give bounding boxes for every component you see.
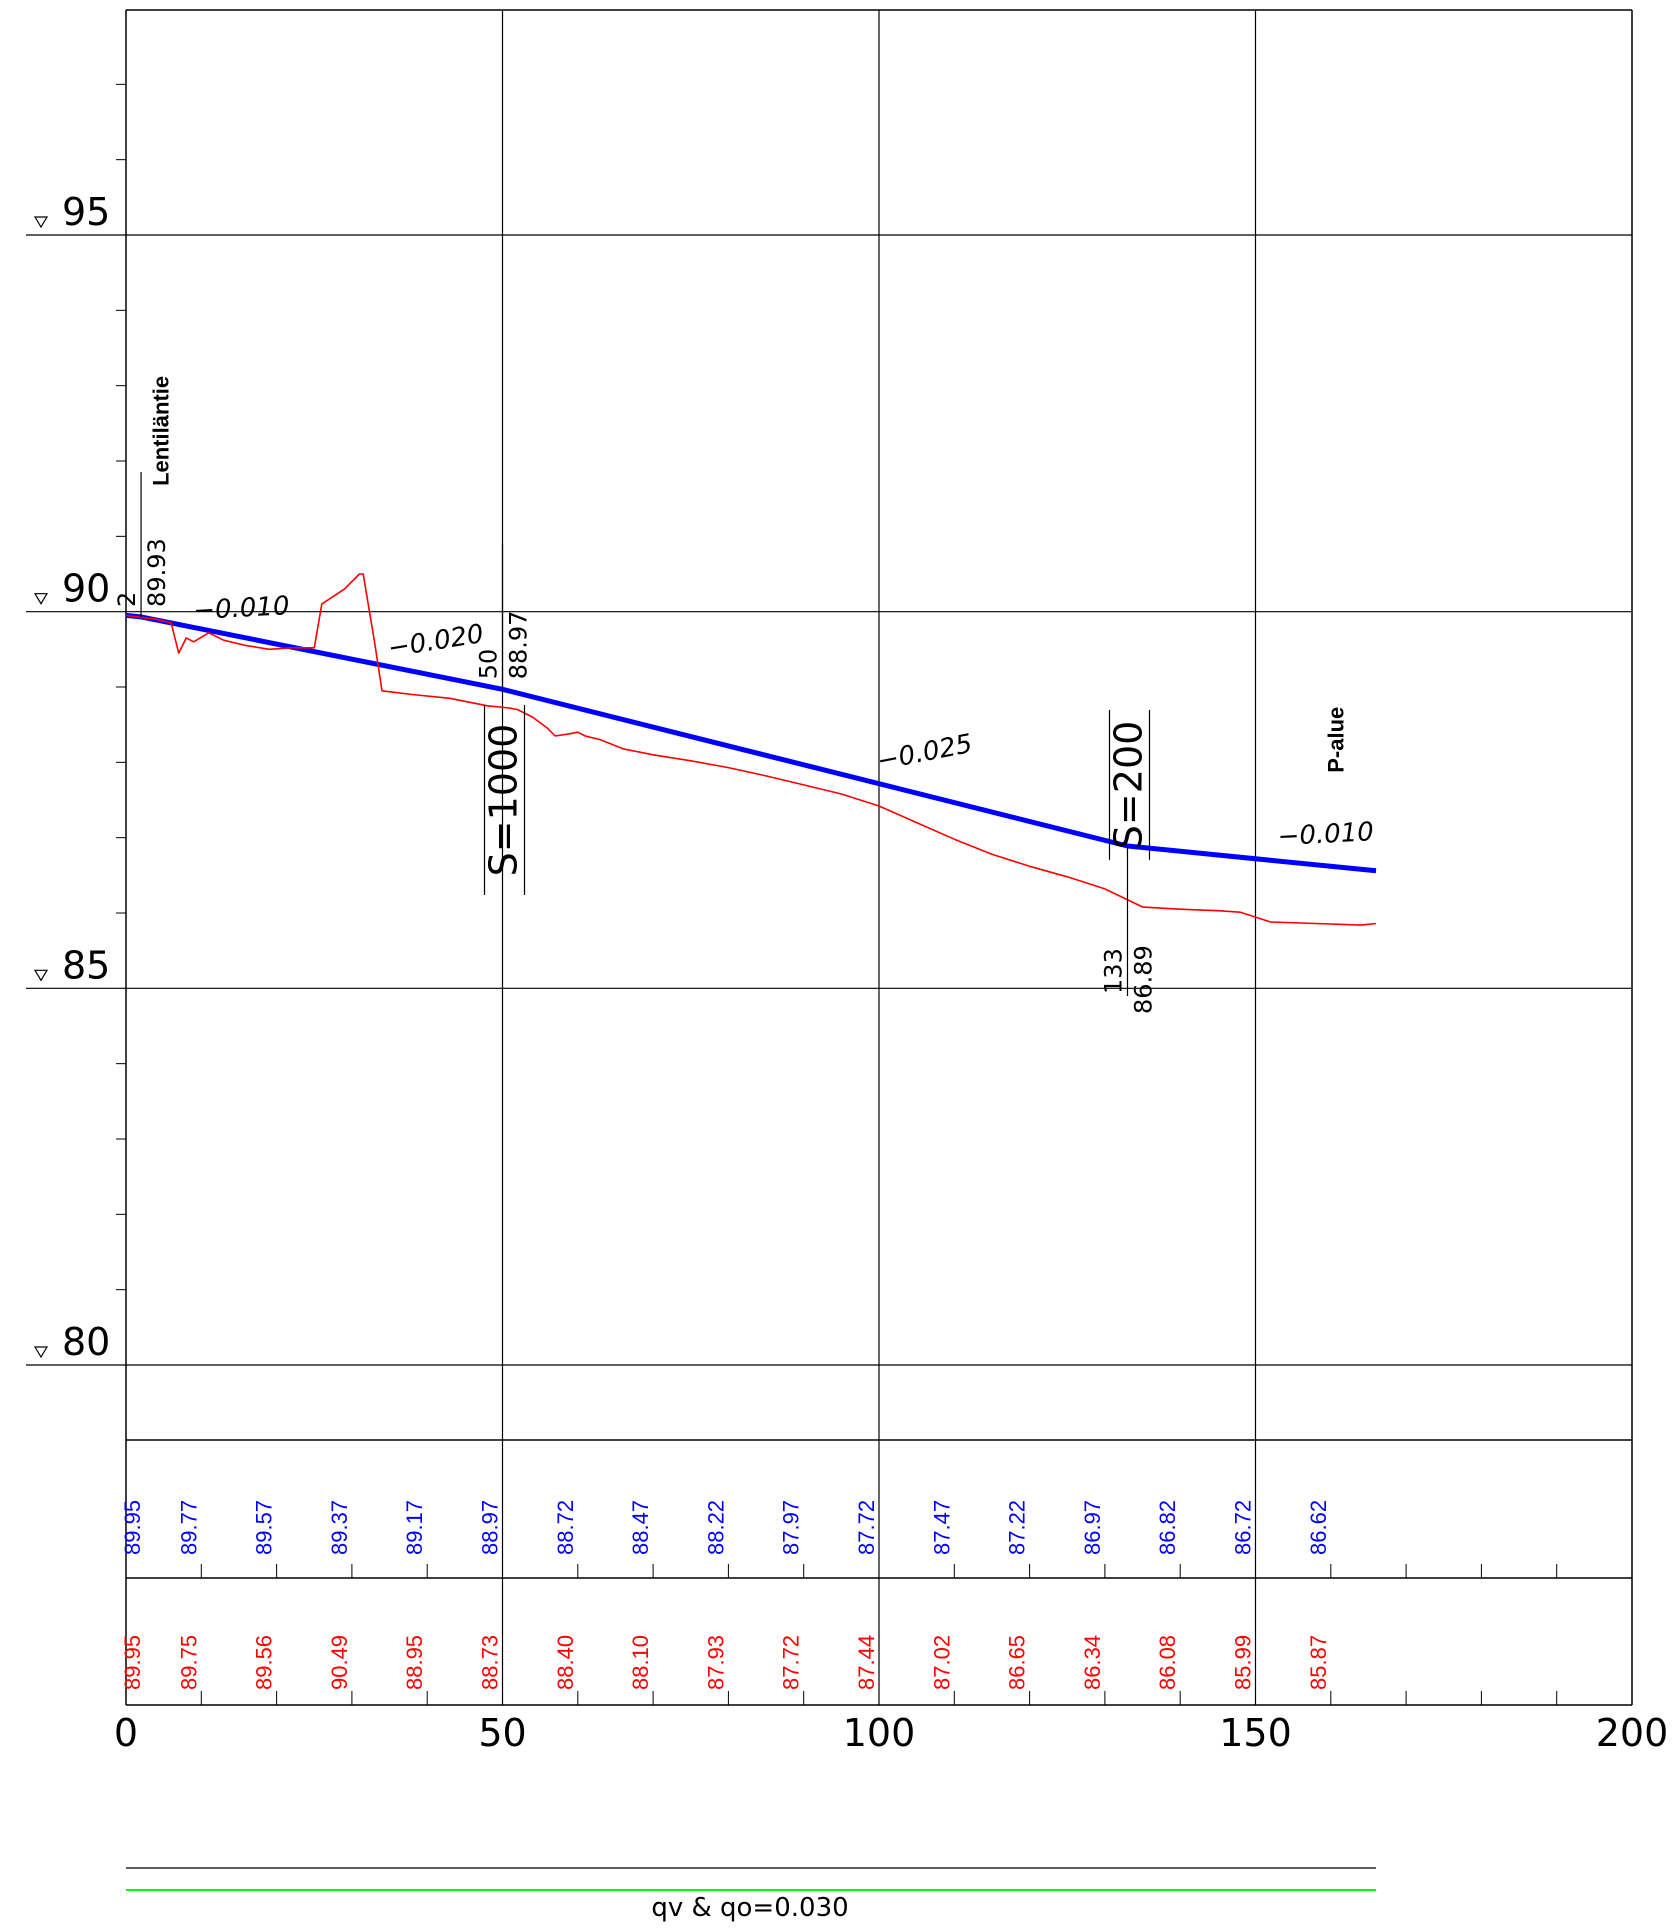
design-elevation-label: 88.97 [478,1500,503,1555]
place-annotation: Lentiläntie [149,376,174,486]
ground-elevation-label: 88.40 [553,1635,578,1690]
y-tick-label: 80 [62,1320,110,1364]
design-elevation-label: 89.77 [176,1500,201,1555]
elevation-marker-icon [33,593,49,605]
station-number: 133 [1099,948,1127,994]
design-elevation-label: 87.47 [929,1500,954,1555]
grade-label: −0.010 [1277,817,1375,852]
x-tick-label: 200 [1596,1711,1669,1755]
design-elevation-label: 89.57 [252,1500,277,1555]
y-tick-label: 85 [62,943,110,987]
x-tick-label: 100 [843,1711,916,1755]
vertical-curve-label: S=1000 [482,724,526,877]
ground-elevation-label: 89.95 [120,1635,145,1690]
design-elevation-label: 89.17 [402,1500,427,1555]
design-elevation-label: 86.82 [1155,1500,1180,1555]
existing-ground-line [125,573,1377,926]
design-elevation-label: 89.37 [327,1500,352,1555]
grade-label: −0.025 [875,729,975,777]
ground-elevation-label: 88.73 [478,1635,503,1690]
grade-label: −0.010 [193,591,291,626]
vertical-curve-label: S=200 [1106,721,1150,850]
design-elevation-label: 86.97 [1080,1500,1105,1555]
x-tick-label: 0 [114,1711,138,1755]
x-tick-label: 50 [478,1711,526,1755]
ground-elevation-label: 86.34 [1080,1635,1105,1690]
ground-elevation-label: 86.08 [1155,1635,1180,1690]
station-number: 50 [475,649,503,680]
design-elevation-label: 87.22 [1005,1500,1030,1555]
y-tick-label: 95 [62,190,110,234]
station-number: 2 [113,592,141,607]
design-elevation-label: 88.72 [553,1500,578,1555]
ground-elevation-label: 87.72 [779,1635,804,1690]
station-elevation: 88.97 [505,611,533,680]
ground-elevation-label: 85.87 [1306,1635,1331,1690]
profile-lines [125,573,1377,926]
ground-elevation-label: 90.49 [327,1635,352,1690]
ground-elevation-label: 88.95 [402,1635,427,1690]
elevation-bands: 89.95 89.77 89.57 89.37 89.17 88.97 88.72 88.47… [114,1440,1668,1755]
design-elevation-label: 88.47 [628,1500,653,1555]
grade-label: −0.020 [386,619,486,664]
station-elevation: 86.89 [1129,945,1157,1014]
ground-elevation-label: 87.02 [929,1635,954,1690]
grid-layer: 80 85 90 95 [26,9,1633,1705]
ground-elevation-label: 89.75 [176,1635,201,1690]
footer: qv & qo=0.030 [126,1867,1376,1923]
ground-elevation-label: 87.44 [854,1635,879,1690]
footer-note: qv & qo=0.030 [651,1893,848,1923]
design-grade-line [125,612,1377,874]
ground-elevation-label: 87.93 [703,1635,728,1690]
design-elevation-label: 88.22 [703,1500,728,1555]
y-tick-label: 90 [62,567,110,611]
design-elevation-label: 87.72 [854,1500,879,1555]
design-elevation-label: 86.62 [1306,1500,1331,1555]
ground-elevation-label: 85.99 [1231,1635,1256,1690]
design-elevation-label: 89.95 [120,1500,145,1555]
elevation-marker-icon [33,216,49,229]
design-elevation-label: 86.72 [1231,1500,1256,1555]
ground-elevation-label: 88.10 [628,1635,653,1690]
ground-elevation-label: 89.56 [252,1635,277,1690]
place-annotation: P-alue [1323,707,1348,773]
station-elevation: 89.93 [143,538,171,607]
elevation-marker-icon [33,969,49,982]
x-tick-label: 150 [1219,1711,1292,1755]
design-elevation-label: 87.97 [779,1500,804,1555]
profile-annotations: −0.010 −0.020 −0.025 −0.010 2 89.93 50 88.97 133… [113,376,1374,1014]
ground-elevation-label: 86.65 [1005,1635,1030,1690]
elevation-marker-icon [33,1346,49,1359]
